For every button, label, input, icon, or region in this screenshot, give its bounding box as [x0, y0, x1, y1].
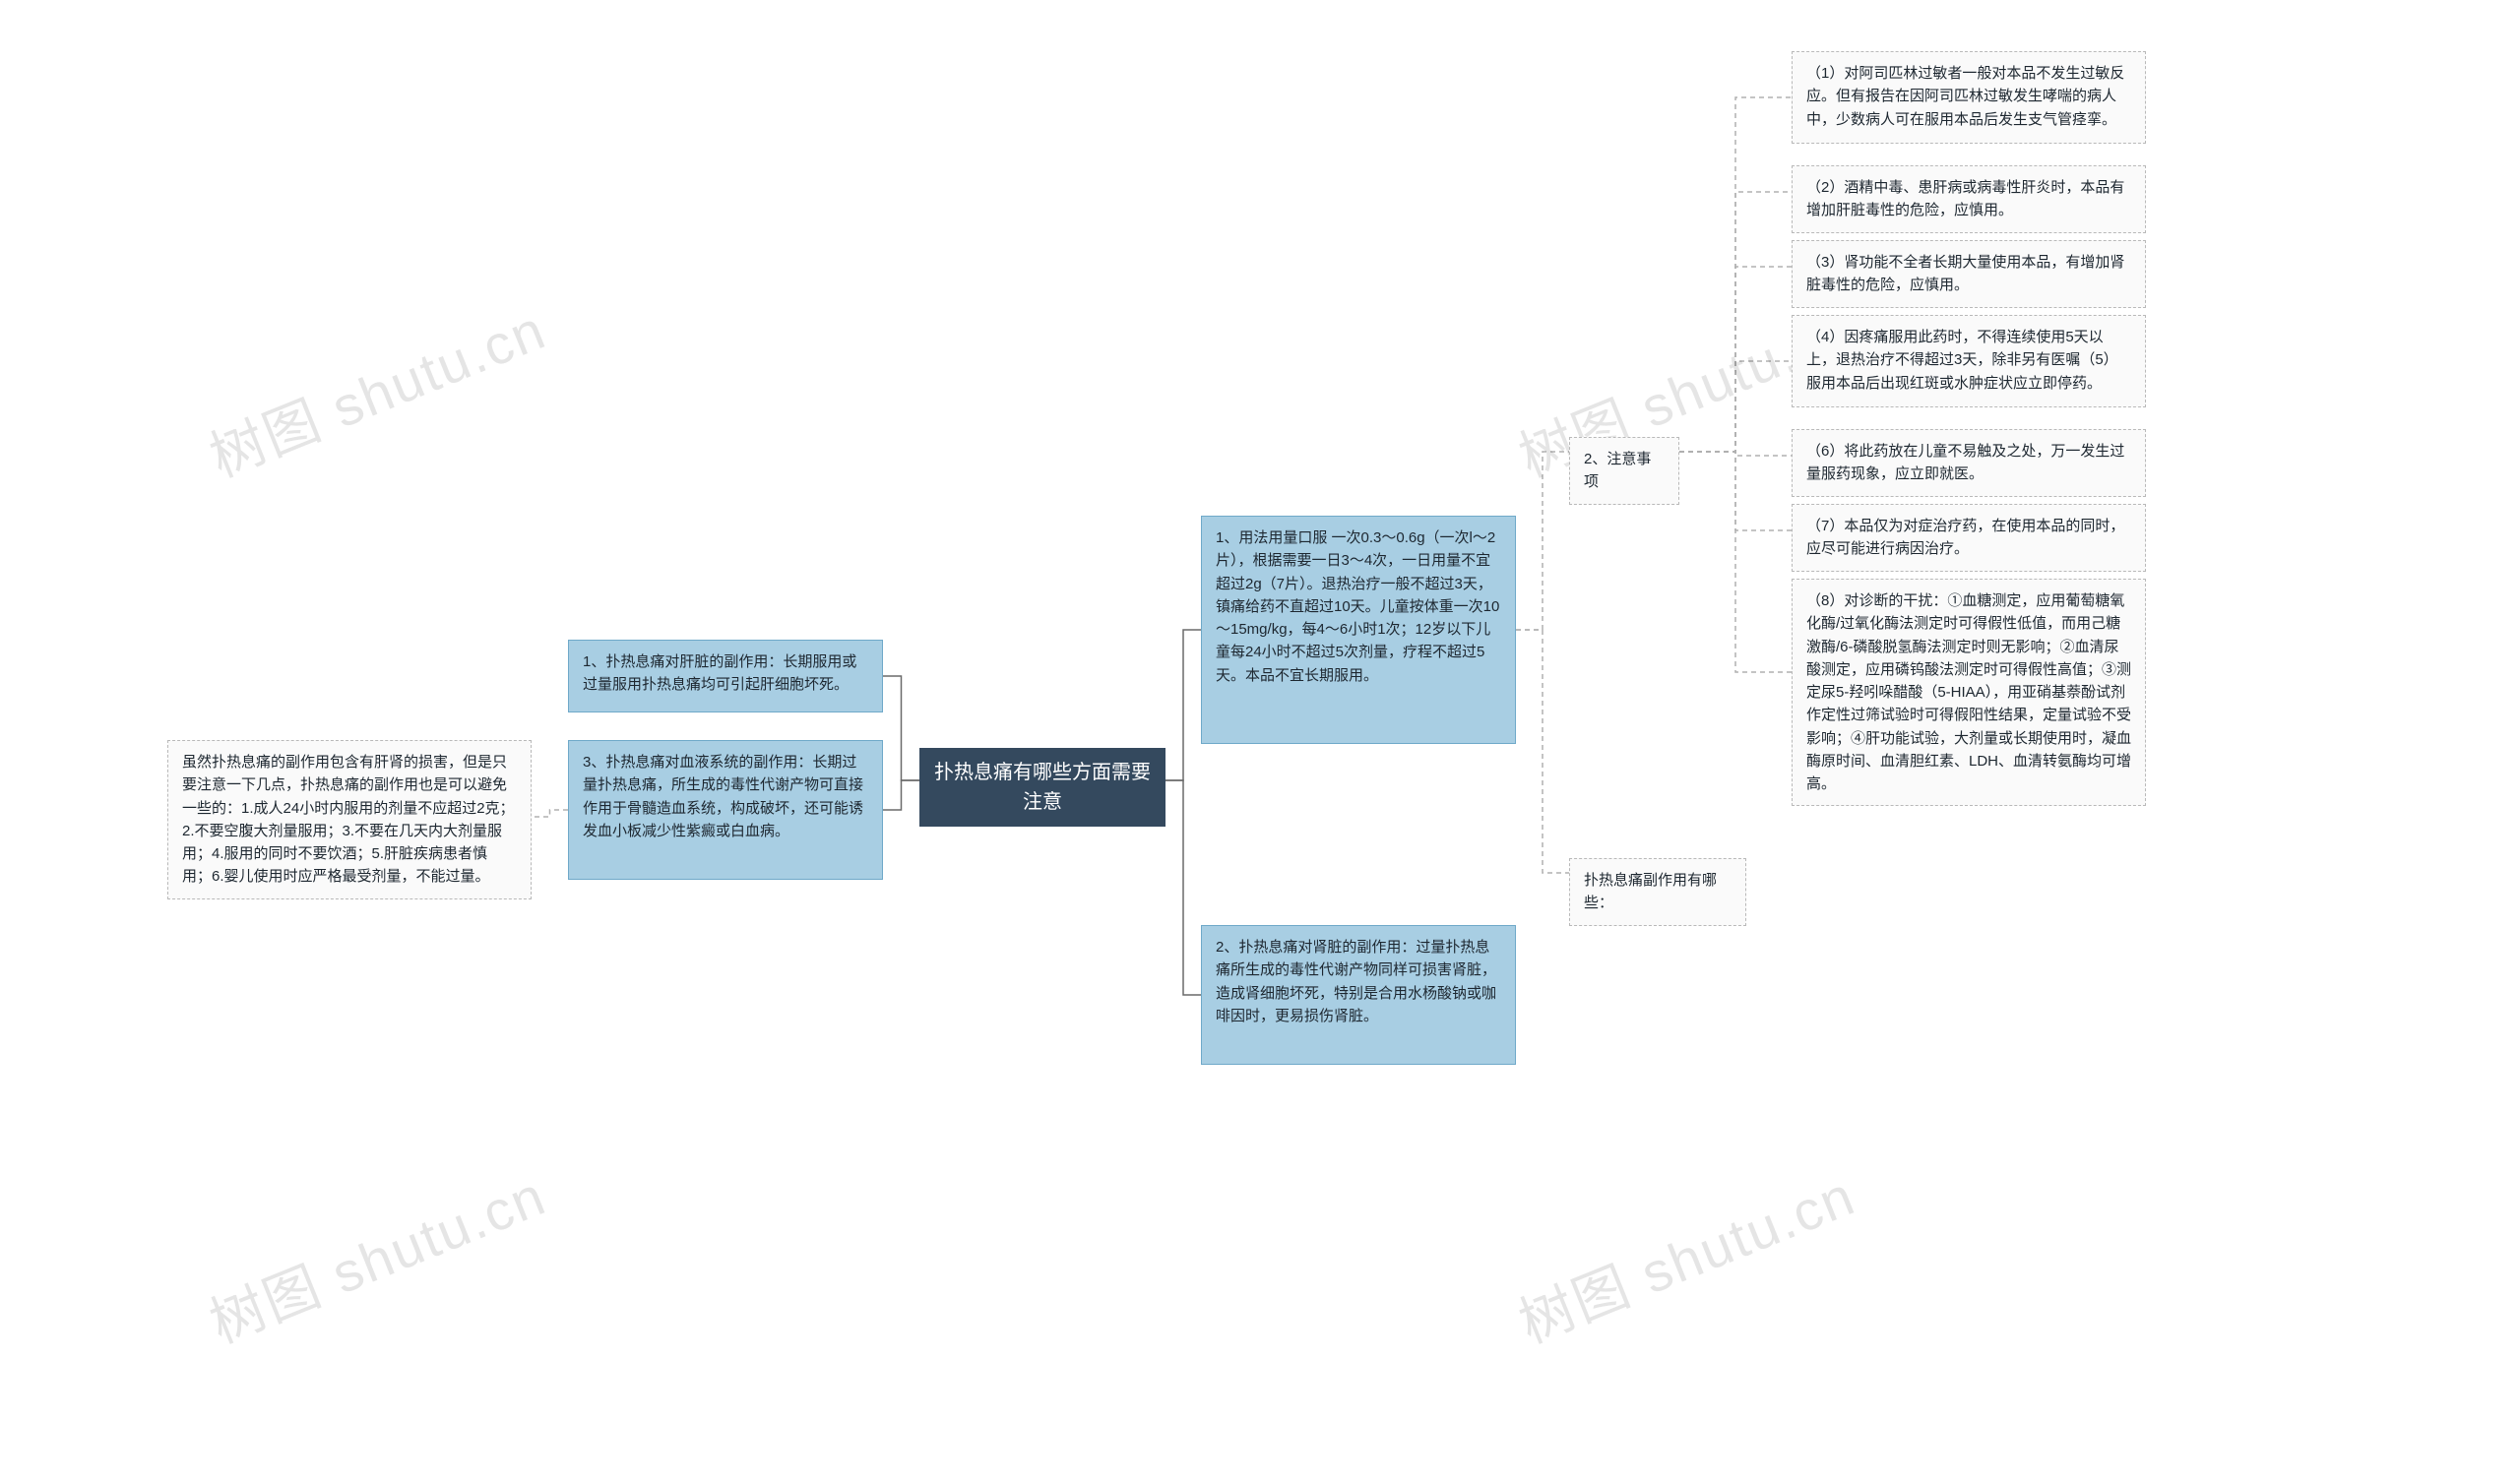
watermark: 树图 shutu.cn	[197, 1152, 556, 1359]
right-node-kidney[interactable]: 2、扑热息痛对肾脏的副作用：过量扑热息痛所生成的毒性代谢产物同样可损害肾脏，造成…	[1201, 925, 1516, 1065]
notice-item-8[interactable]: （8）对诊断的干扰：①血糖测定，应用葡萄糖氧化酶/过氧化酶法测定时可得假性低值，…	[1792, 579, 2146, 806]
notice-item-3[interactable]: （3）肾功能不全者长期大量使用本品，有增加肾脏毒性的危险，应慎用。	[1792, 240, 2146, 308]
connector	[883, 780, 919, 810]
connector	[1166, 780, 1201, 995]
mindmap-root[interactable]: 扑热息痛有哪些方面需要注意	[919, 748, 1166, 827]
watermark: 树图 shutu.cn	[1506, 1152, 1865, 1359]
connector	[1166, 630, 1201, 780]
right-category-notice[interactable]: 2、注意事项	[1569, 437, 1679, 505]
notice-item-6[interactable]: （6）将此药放在儿童不易触及之处，万一发生过量服药现象，应立即就医。	[1792, 429, 2146, 497]
left-node-3[interactable]: 3、扑热息痛对血液系统的副作用：长期过量扑热息痛，所生成的毒性代谢产物可直接作用…	[568, 740, 883, 880]
connector	[1679, 452, 1792, 530]
notice-item-4[interactable]: （4）因疼痛服用此药时，不得连续使用5天以上，退热治疗不得超过3天，除非另有医嘱…	[1792, 315, 2146, 407]
notice-item-1[interactable]: （1）对阿司匹林过敏者一般对本品不发生过敏反应。但有报告在因阿司匹林过敏发生哮喘…	[1792, 51, 2146, 144]
connector	[1679, 452, 1792, 456]
connector	[532, 810, 568, 817]
left-node-1[interactable]: 1、扑热息痛对肝脏的副作用：长期服用或过量服用扑热息痛均可引起肝细胞坏死。	[568, 640, 883, 712]
notice-item-7[interactable]: （7）本品仅为对症治疗药，在使用本品的同时，应尽可能进行病因治疗。	[1792, 504, 2146, 572]
watermark: 树图 shutu.cn	[197, 286, 556, 493]
connector	[1516, 630, 1569, 873]
connector	[1679, 452, 1792, 672]
notice-item-2[interactable]: （2）酒精中毒、患肝病或病毒性肝炎时，本品有增加肝脏毒性的危险，应慎用。	[1792, 165, 2146, 233]
right-node-dosage[interactable]: 1、用法用量口服 一次0.3～0.6g（一次l～2片），根据需要一日3～4次，一…	[1201, 516, 1516, 744]
left-leaf-notes[interactable]: 虽然扑热息痛的副作用包含有肝肾的损害，但是只要注意一下几点，扑热息痛的副作用也是…	[167, 740, 532, 899]
connector	[883, 676, 919, 780]
right-category-sideeffects[interactable]: 扑热息痛副作用有哪些：	[1569, 858, 1746, 926]
